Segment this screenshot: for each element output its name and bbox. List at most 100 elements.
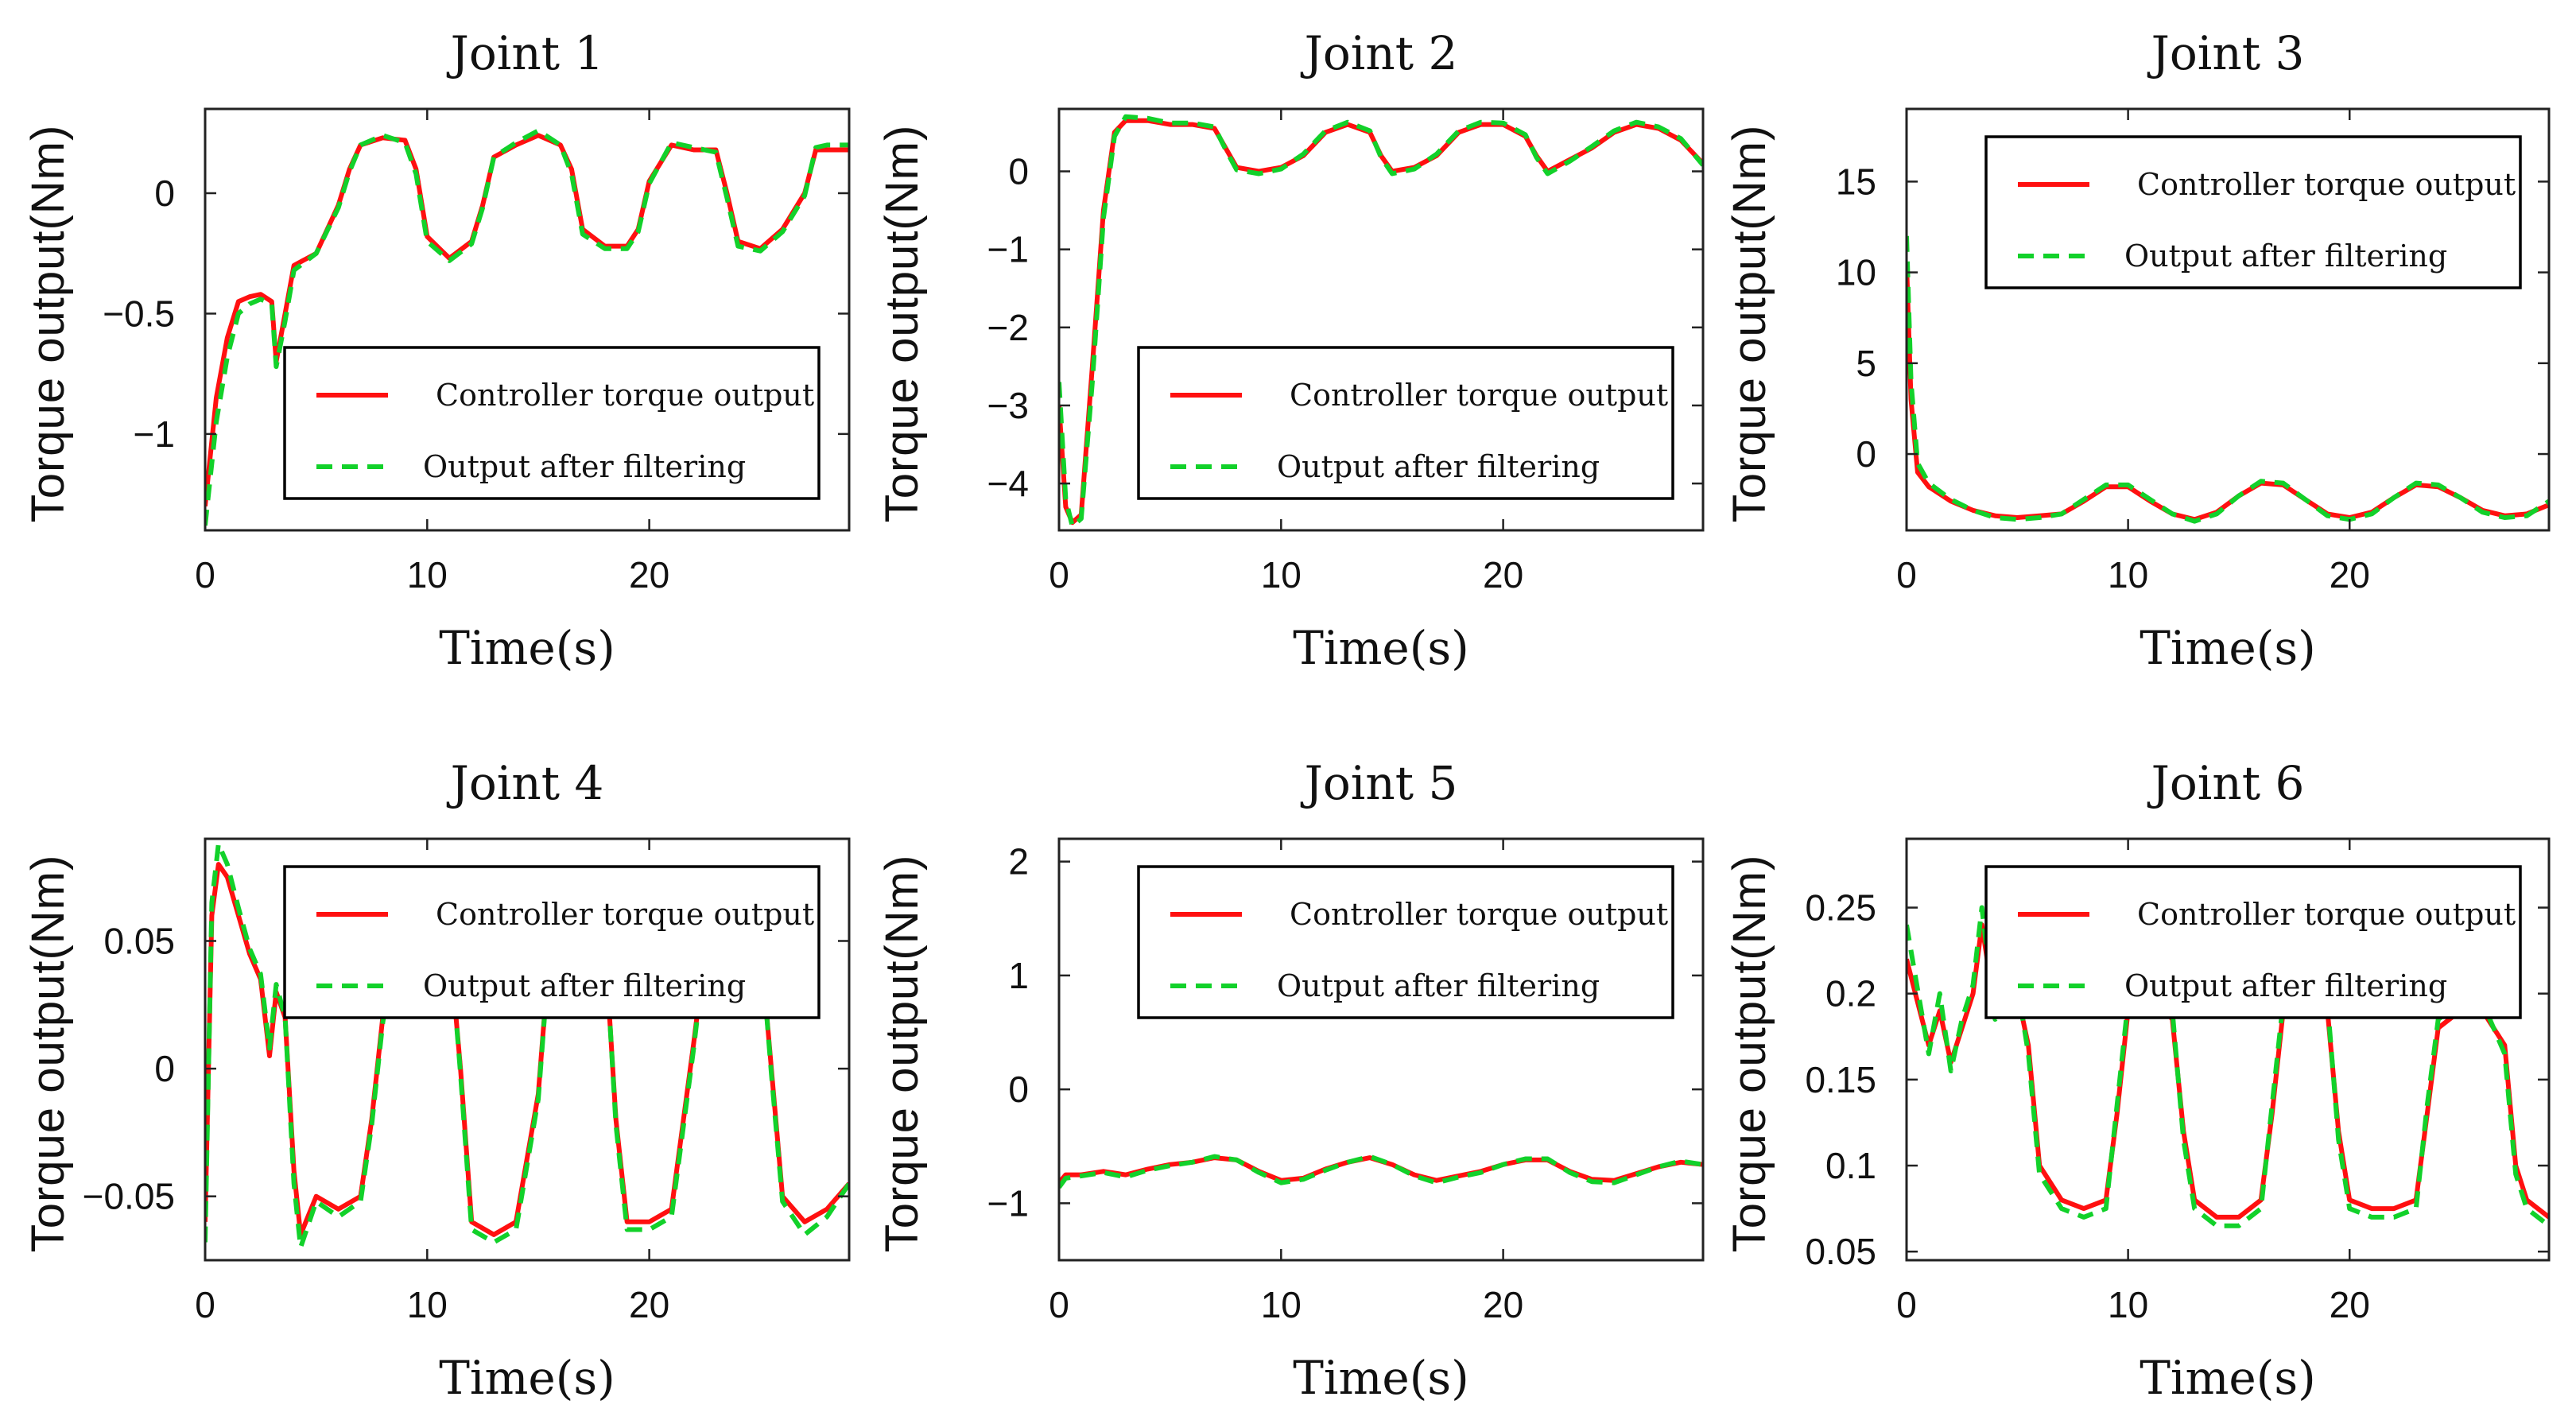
x-tick-label: 10: [2108, 1284, 2148, 1325]
legend: Controller torque output Output after fil…: [1984, 865, 2522, 1019]
series-filtered-line: [1059, 1154, 1703, 1189]
legend-label-filtered: Output after filtering: [423, 968, 746, 1003]
x-tick-label: 0: [1896, 1284, 1917, 1325]
x-tick-label: 20: [629, 554, 669, 596]
y-tick-label: −0.5: [103, 293, 175, 334]
x-tick-label: 0: [1049, 1284, 1069, 1325]
x-tick-label: 10: [407, 1284, 448, 1325]
x-tick-label: 10: [2108, 554, 2148, 596]
y-axis-label: Torque output(Nm): [876, 855, 928, 1253]
legend-box: [1137, 346, 1674, 500]
series-filtered-line: [205, 128, 849, 526]
y-tick-label: −3: [987, 385, 1029, 426]
y-tick-label: 0: [1008, 1069, 1029, 1110]
y-tick-label: 0: [1856, 433, 1876, 475]
legend-label-controller: Controller torque output: [2137, 897, 2516, 932]
y-axis-label: Torque output(Nm): [22, 125, 74, 523]
y-tick-label: −4: [987, 463, 1029, 504]
y-tick-label: 0.25: [1805, 887, 1876, 929]
x-tick-label: 10: [1261, 554, 1302, 596]
legend-box: [1984, 865, 2522, 1019]
axes-frame: [1057, 837, 1705, 1262]
y-tick-label: 0.05: [1805, 1231, 1876, 1272]
y-tick-label: 0.15: [1805, 1059, 1876, 1100]
x-axis-label: Time(s): [439, 621, 615, 675]
y-axis-label: Torque output(Nm): [876, 125, 928, 523]
y-tick-label: 0: [1008, 151, 1029, 192]
legend-label-filtered: Output after filtering: [1277, 968, 1600, 1003]
x-tick-label: 0: [195, 554, 215, 596]
axes-frame: [1905, 107, 2551, 532]
y-tick-label: −1: [134, 413, 175, 455]
x-tick-label: 20: [629, 1284, 669, 1325]
chart-title: Joint 5: [1301, 756, 1458, 810]
y-tick-label: 0.2: [1825, 973, 1876, 1015]
chart-joint-2: Joint 2 0 10 20 0 −1 −2 −3 −4 Time(s) Torque outpu…: [876, 26, 1705, 675]
chart-joint-3: Joint 3 0 10 20 15 10 5 0 Time(s) Torque output(N…: [1724, 26, 2551, 675]
x-axis-label: Time(s): [2140, 1351, 2316, 1405]
chart-joint-1: Joint 1 0 10 20 0 −0.5 −1 Time(s) Torque output(…: [22, 26, 851, 675]
axes-frame: [204, 837, 851, 1262]
y-tick-label: 15: [1836, 161, 1876, 202]
legend-label-filtered: Output after filtering: [2124, 239, 2447, 274]
series-controller-line: [1907, 263, 2549, 522]
legend-label-controller: Controller torque output: [1290, 897, 1668, 932]
x-axis-label: Time(s): [1293, 1351, 1469, 1405]
x-axis-label: Time(s): [1293, 621, 1469, 675]
legend: Controller torque output Output after fil…: [1137, 346, 1674, 500]
legend-box: [283, 346, 821, 500]
legend-box: [1984, 135, 2522, 289]
legend: Controller torque output Output after fil…: [283, 346, 821, 500]
chart-title: Joint 2: [1301, 26, 1458, 80]
y-tick-label: 1: [1008, 955, 1029, 996]
y-tick-label: 0: [154, 1048, 175, 1089]
legend: Controller torque output Output after fil…: [1984, 135, 2522, 289]
y-tick-label: −1: [987, 1182, 1029, 1224]
chart-title: Joint 1: [447, 26, 604, 80]
axes-frame: [1057, 107, 1705, 532]
axes-frame: [1905, 837, 2551, 1262]
y-axis-label: Torque output(Nm): [1724, 855, 1775, 1253]
y-tick-label: 5: [1856, 343, 1876, 384]
y-tick-label: −1: [987, 229, 1029, 270]
series-filtered-line: [1059, 114, 1703, 530]
legend-label-controller: Controller torque output: [436, 897, 814, 932]
y-axis-label: Torque output(Nm): [1724, 125, 1775, 523]
chart-title: Joint 3: [2147, 26, 2305, 80]
x-tick-label: 20: [2330, 1284, 2370, 1325]
x-axis-label: Time(s): [439, 1351, 615, 1405]
legend-box: [283, 865, 821, 1019]
y-tick-label: 10: [1836, 252, 1876, 293]
y-tick-label: −0.05: [83, 1176, 175, 1217]
legend-label-filtered: Output after filtering: [1277, 449, 1600, 484]
series-filtered-line: [1907, 235, 2549, 524]
x-tick-label: 10: [407, 554, 448, 596]
y-axis-label: Torque output(Nm): [22, 855, 74, 1253]
legend-label-controller: Controller torque output: [436, 378, 814, 413]
x-tick-label: 0: [1049, 554, 1069, 596]
legend: Controller torque output Output after fil…: [1137, 865, 1674, 1019]
y-tick-label: 0.1: [1825, 1145, 1876, 1186]
legend-label-filtered: Output after filtering: [423, 449, 746, 484]
legend-label-controller: Controller torque output: [2137, 167, 2516, 202]
y-tick-label: −2: [987, 307, 1029, 348]
legend-box: [1137, 865, 1674, 1019]
legend: Controller torque output Output after fil…: [283, 865, 821, 1019]
x-tick-label: 10: [1261, 1284, 1302, 1325]
x-tick-label: 20: [2330, 554, 2370, 596]
series-filtered-line: [1907, 905, 2549, 1228]
axes-frame: [204, 107, 851, 532]
x-tick-label: 20: [1483, 1284, 1523, 1325]
y-tick-label: 2: [1008, 841, 1029, 883]
chart-joint-4: Joint 4 0 10 20 0.05 0 −0.05 Time(s) Torque outp…: [22, 756, 851, 1405]
x-axis-label: Time(s): [2140, 621, 2316, 675]
chart-title: Joint 6: [2147, 756, 2305, 810]
legend-label-filtered: Output after filtering: [2124, 968, 2447, 1003]
x-tick-label: 20: [1483, 554, 1523, 596]
x-tick-label: 0: [195, 1284, 215, 1325]
chart-joint-6: Joint 6 0 10 20 0.25 0.2 0.15 0.1 0.05 Time(s) Tor…: [1724, 756, 2551, 1405]
x-tick-label: 0: [1896, 554, 1917, 596]
y-tick-label: 0: [154, 173, 175, 214]
